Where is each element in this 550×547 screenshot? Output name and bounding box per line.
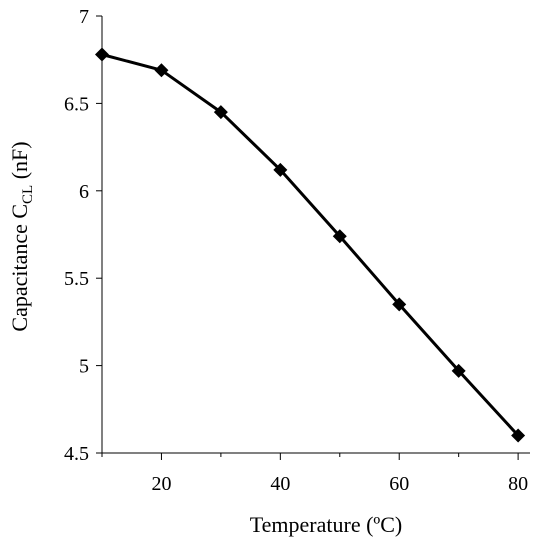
data-point-marker bbox=[273, 162, 288, 177]
x-tick-label: 80 bbox=[508, 473, 528, 495]
axes bbox=[101, 16, 530, 454]
data-point-marker bbox=[95, 47, 109, 62]
data-point-marker bbox=[332, 229, 347, 244]
x-axis-ticks: 20 40 60 80 bbox=[101, 453, 528, 495]
data-point-marker bbox=[154, 63, 169, 78]
y-axis-title-subscript: CL bbox=[20, 185, 36, 204]
series-markers bbox=[95, 47, 526, 443]
y-axis-title: Capacitance CCL (nF) bbox=[7, 141, 36, 331]
series bbox=[95, 47, 526, 443]
data-point-marker bbox=[511, 428, 526, 443]
y-tick-label: 5.5 bbox=[64, 268, 89, 290]
y-axis-title-unit: (nF) bbox=[7, 141, 32, 184]
y-tick-label: 7 bbox=[79, 6, 89, 28]
data-point-marker bbox=[213, 105, 228, 120]
data-point-marker bbox=[451, 363, 466, 378]
y-tick-label: 5 bbox=[79, 356, 89, 378]
y-tick-label: 4.5 bbox=[64, 443, 89, 465]
y-axis-title-main: Capacitance C bbox=[7, 204, 32, 332]
x-tick-label: 20 bbox=[151, 473, 171, 495]
y-axis-ticks: 4.5 5 5.5 6 6.5 7 bbox=[64, 6, 102, 465]
x-tick-label: 40 bbox=[270, 473, 290, 495]
data-point-marker bbox=[392, 297, 407, 312]
series-line bbox=[101, 53, 520, 437]
x-axis-title: Temperature (ºC) bbox=[250, 512, 403, 537]
y-tick-label: 6.5 bbox=[64, 93, 89, 115]
x-tick-label: 60 bbox=[389, 473, 409, 495]
y-tick-label: 6 bbox=[79, 181, 89, 203]
